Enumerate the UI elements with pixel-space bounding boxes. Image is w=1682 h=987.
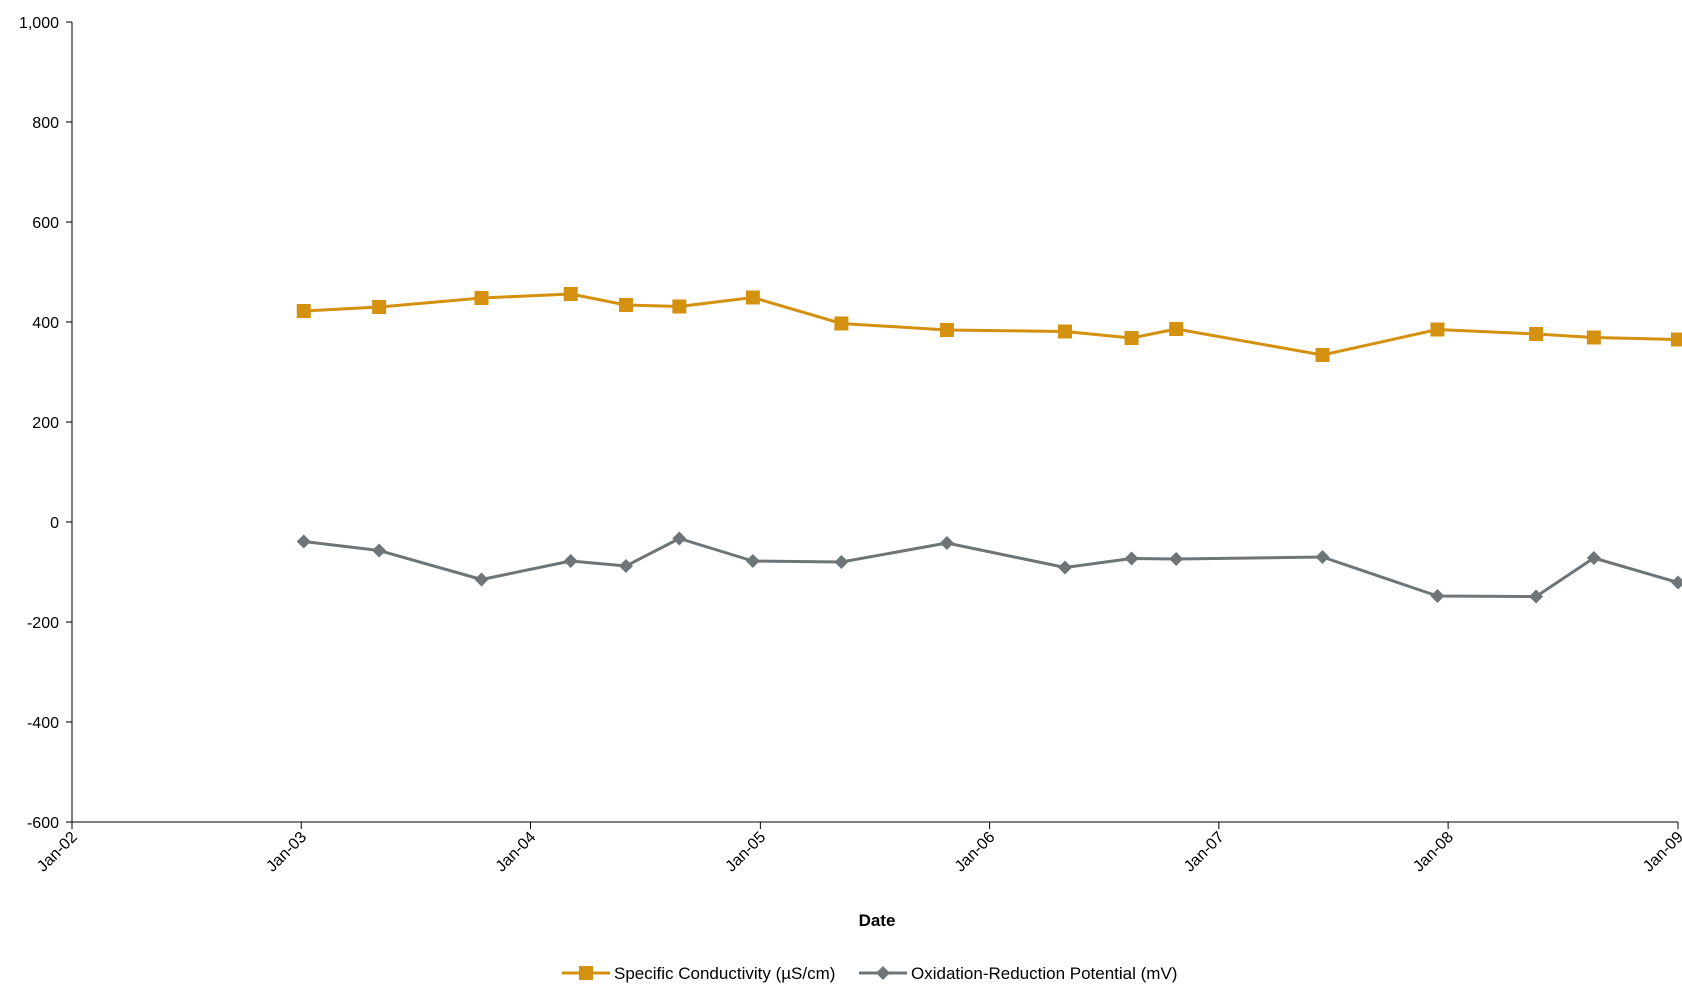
y-tick-label: 400 <box>32 315 59 332</box>
data-point-conductivity <box>1315 348 1330 362</box>
y-tick-label: -400 <box>27 715 59 732</box>
data-point-orp <box>745 554 760 568</box>
data-point-conductivity <box>1529 327 1544 341</box>
x-ticks: Jan-02 Jan-03 Jan-04 Jan-05 Jan-06 Jan-07 Jan-… <box>34 822 1682 875</box>
data-point-orp <box>1586 551 1601 565</box>
legend-label: Oxidation-Reduction Potential (mV) <box>911 964 1177 983</box>
data-point-conductivity <box>1169 322 1184 336</box>
data-point-conductivity <box>939 323 954 337</box>
data-point-orp <box>1430 589 1445 603</box>
data-point-conductivity <box>1586 330 1601 345</box>
y-tick-label: 0 <box>50 515 59 532</box>
y-tick-label: 1,000 <box>19 15 59 32</box>
series-line-orp <box>303 537 1679 598</box>
y-ticks: -600 -400 -200 0 200 400 600 800 1,000 <box>19 15 72 832</box>
data-point-orp <box>834 555 849 569</box>
data-point-conductivity <box>1430 322 1445 337</box>
data-point-orp <box>1671 575 1682 590</box>
series-orp <box>296 531 1682 604</box>
y-tick-label: 800 <box>32 115 59 132</box>
series-line-conductivity <box>303 292 1679 357</box>
data-point-orp <box>1315 550 1330 564</box>
x-tick-label: Jan-06 <box>952 829 999 876</box>
data-point-orp <box>618 559 633 573</box>
series-conductivity <box>296 287 1682 362</box>
y-tick-label: -600 <box>27 815 59 832</box>
legend-item-orp: Oxidation-Reduction Potential (mV) <box>859 964 1177 983</box>
legend: Specific Conductivity (µS/cm) Oxidation-R… <box>562 964 1177 983</box>
data-point-conductivity <box>1057 324 1072 339</box>
data-point-orp <box>672 531 687 546</box>
data-point-conductivity <box>563 287 578 301</box>
data-point-conductivity <box>672 299 687 314</box>
y-tick-label: -200 <box>27 615 59 632</box>
data-point-conductivity <box>296 304 311 318</box>
x-tick-label: Jan-09 <box>1640 829 1682 876</box>
data-point-orp <box>1057 560 1072 575</box>
data-point-orp <box>1529 589 1544 604</box>
y-tick-label: 600 <box>32 215 59 232</box>
legend-item-conductivity: Specific Conductivity (µS/cm) <box>562 964 835 983</box>
data-point-conductivity <box>1671 332 1682 347</box>
legend-marker <box>876 966 890 980</box>
series-layer <box>296 287 1682 604</box>
x-tick-label: Jan-02 <box>34 829 81 876</box>
data-point-orp <box>1169 552 1184 566</box>
data-point-conductivity <box>1124 331 1139 345</box>
data-point-conductivity <box>474 291 489 305</box>
data-point-orp <box>372 543 387 558</box>
data-point-orp <box>296 534 311 549</box>
x-tick-label: Jan-03 <box>263 829 310 876</box>
data-point-orp <box>474 572 489 587</box>
data-point-conductivity <box>372 300 387 314</box>
x-tick-label: Jan-04 <box>493 829 540 876</box>
y-tick-label: 200 <box>32 415 59 432</box>
data-point-conductivity <box>834 316 849 331</box>
x-tick-label: Jan-05 <box>723 829 770 876</box>
x-tick-label: Jan-07 <box>1181 829 1228 876</box>
x-tick-label: Jan-08 <box>1410 829 1457 876</box>
x-axis-title: Date <box>859 911 896 930</box>
data-point-conductivity <box>618 298 633 312</box>
legend-marker <box>579 966 593 980</box>
data-point-orp <box>939 536 954 550</box>
data-point-orp <box>1124 551 1139 566</box>
legend-label: Specific Conductivity (µS/cm) <box>614 964 835 983</box>
data-point-orp <box>563 554 578 568</box>
data-point-conductivity <box>745 290 760 305</box>
